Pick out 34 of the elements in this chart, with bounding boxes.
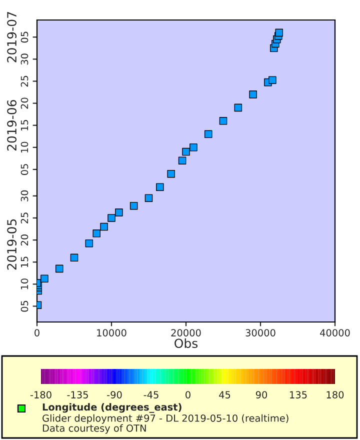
x-tick-label: 10000 (97, 329, 126, 336)
color-bar-label: 90 (256, 391, 268, 398)
color-bar-label: 0 (186, 391, 190, 398)
y-tick-label: 15 (20, 120, 28, 130)
y-tick-label: 10 (20, 142, 28, 152)
y-tick-label: 05 (20, 164, 28, 175)
x-tick-label: 20000 (171, 329, 201, 336)
y-tick-label: 25 (20, 212, 28, 224)
text: Glider deployment #97 - DL 2019-05-10 (realtime) (42, 414, 288, 424)
color-bar-label: 135 (290, 391, 307, 398)
y-tick-label: 05 (20, 300, 28, 312)
y-tick-label: 25 (20, 76, 28, 87)
text: Data courtesy of OTN (42, 424, 146, 434)
y-tick-label: 10 (20, 278, 28, 290)
color-bar-title: Longitude (degrees_east) (42, 403, 182, 413)
y-tick-label: 20 (20, 234, 28, 246)
y2-tick-label: 2019-06 (7, 100, 17, 151)
y2-tick-label: 2019-05 (7, 219, 17, 270)
color-bar-label: -135 (67, 391, 88, 398)
y-tick-label: 15 (20, 256, 28, 268)
color-bar-label: -90 (107, 391, 122, 398)
y2-tick-label: 2019-07 (7, 12, 17, 62)
x-tick-label: 40000 (320, 329, 350, 336)
x-tick-label: 30000 (246, 329, 276, 336)
y-tick-label: 30 (20, 54, 28, 65)
color-bar-label: -45 (144, 391, 158, 398)
x-tick-label: 0 (34, 329, 40, 336)
x-axis-title: Obs (174, 338, 198, 348)
y-tick-label: 20 (20, 98, 28, 109)
color-bar-label: 180 (326, 391, 344, 398)
y-tick-label: 05 (20, 32, 28, 43)
color-bar-label: -180 (30, 391, 52, 398)
y-tick-label: 30 (20, 190, 28, 202)
color-bar-label: 45 (219, 391, 230, 398)
